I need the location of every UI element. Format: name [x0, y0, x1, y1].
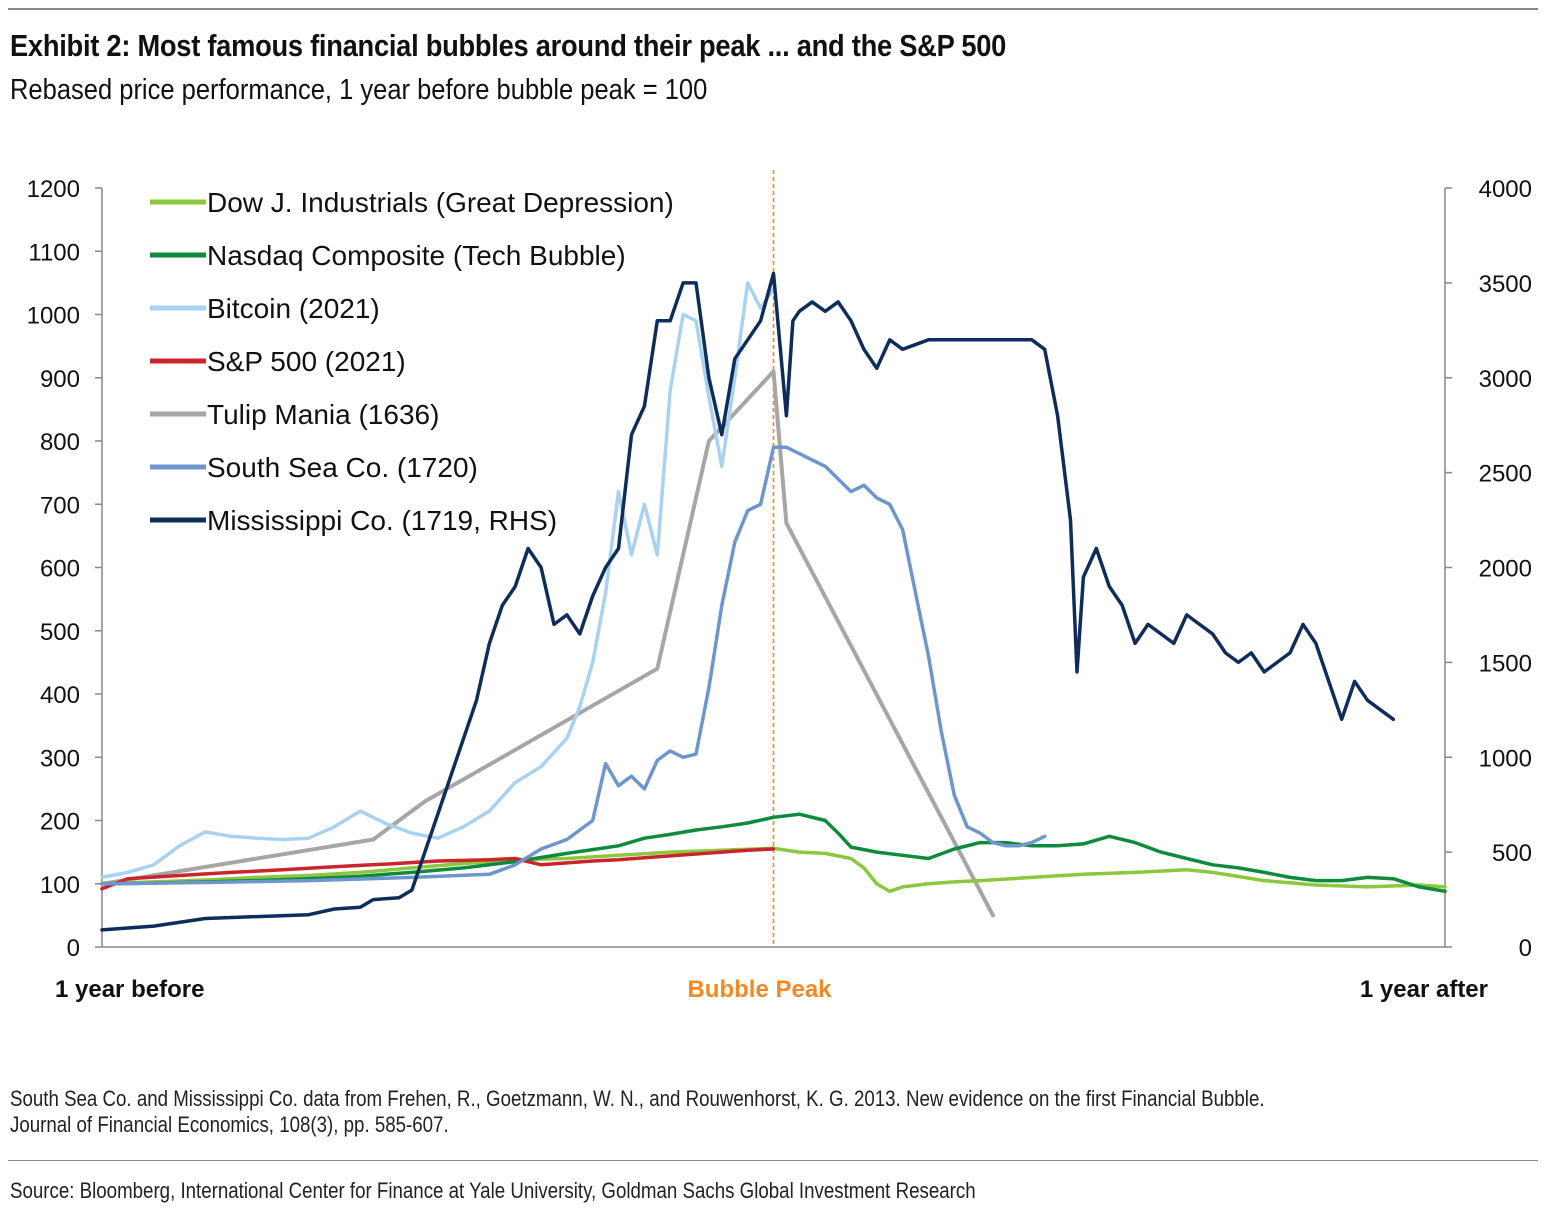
chart-axes: 0 100 200 300 400 500 600 700 800 900 1000 1100 1200…: [27, 170, 1532, 962]
data-note-line-1: South Sea Co. and Mississippi Co. data f…: [10, 1086, 1265, 1111]
legend-label: Mississippi Co. (1719, RHS): [207, 505, 557, 536]
right-tick-label: 4000: [1479, 176, 1532, 203]
line-chart: 0 100 200 300 400 500 600 700 800 900 1000 1100 1200…: [27, 170, 1532, 1003]
legend-label: Bitcoin (2021): [207, 293, 380, 324]
legend-label: Dow J. Industrials (Great Depression): [207, 187, 674, 218]
chart-subtitle: Rebased price performance, 1 year before…: [10, 74, 708, 106]
series-line-0: [100, 846, 1447, 894]
data-note: South Sea Co. and Mississippi Co. data f…: [10, 1086, 1265, 1138]
left-tick-label: 800: [40, 429, 80, 456]
left-tick-label: 1100: [28, 239, 80, 266]
left-tick-label: 700: [40, 492, 80, 519]
series-line-6: [100, 271, 1396, 932]
chart-legend: Dow J. Industrials (Great Depression) Nas…: [150, 187, 674, 536]
series-line-2: [100, 281, 776, 880]
right-tick-label: 3500: [1479, 271, 1532, 298]
right-tick-label: 3000: [1479, 366, 1532, 393]
left-tick-label: 0: [67, 935, 80, 962]
left-tick-label: 500: [40, 619, 80, 646]
right-tick-label: 0: [1519, 935, 1532, 962]
series-line-3: [100, 847, 776, 891]
bottom-rule: [8, 1160, 1538, 1161]
series-line-1: [100, 812, 1447, 894]
x-label: 1 year before: [55, 976, 204, 1003]
legend-label: South Sea Co. (1720): [207, 452, 478, 483]
top-rule: [8, 8, 1538, 10]
legend-label: Tulip Mania (1636): [207, 399, 439, 430]
x-axis-labels: 1 year before Bubble Peak 1 year after: [55, 976, 1488, 1003]
left-tick-label: 300: [40, 745, 80, 772]
right-tick-label: 1500: [1479, 650, 1532, 677]
series-line-4: [100, 369, 995, 918]
data-note-line-2: Journal of Financial Economics, 108(3), …: [10, 1112, 449, 1137]
left-tick-label: 900: [40, 366, 80, 393]
left-tick-label: 1000: [27, 303, 80, 330]
series-line-5: [100, 445, 1047, 886]
chart-title: Exhibit 2: Most famous financial bubbles…: [10, 28, 1007, 63]
right-tick-label: 2000: [1479, 556, 1532, 583]
source-line: Source: Bloomberg, International Center …: [10, 1178, 976, 1203]
right-tick-label: 500: [1492, 840, 1532, 867]
legend-label: Nasdaq Composite (Tech Bubble): [207, 240, 626, 271]
x-label-peak: Bubble Peak: [687, 976, 832, 1003]
legend-label: S&P 500 (2021): [207, 346, 406, 377]
left-tick-label: 600: [40, 556, 80, 583]
left-tick-label: 100: [40, 872, 80, 899]
series-layer: [100, 271, 1447, 932]
left-tick-label: 200: [40, 809, 80, 836]
left-tick-label: 1200: [27, 176, 80, 203]
right-tick-label: 1000: [1479, 745, 1532, 772]
right-tick-label: 2500: [1479, 461, 1532, 488]
x-label: 1 year after: [1360, 976, 1488, 1003]
left-tick-label: 400: [40, 682, 80, 709]
